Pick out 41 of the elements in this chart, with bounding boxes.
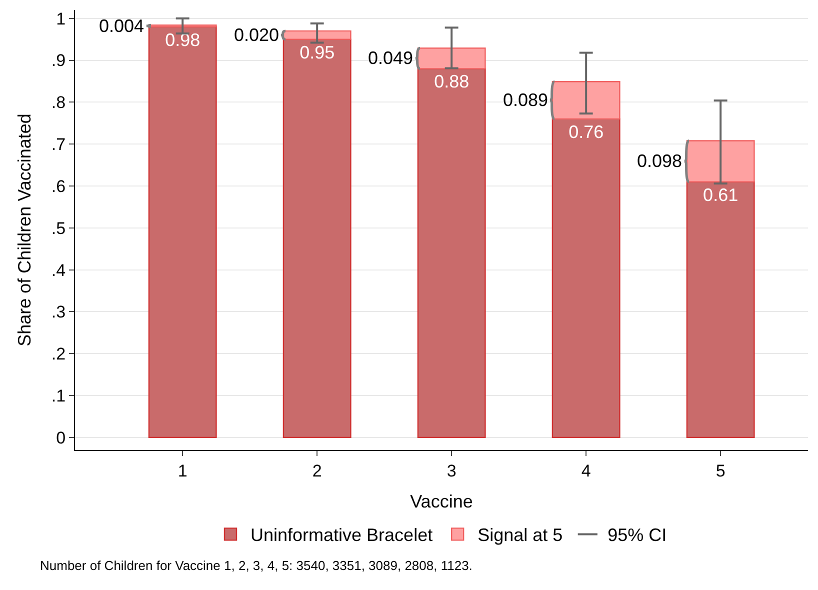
bar (282, 30, 352, 40)
annotation: 0.004 (99, 16, 144, 36)
y-tick-label: .5 (51, 218, 66, 238)
data-label: 0.76 (568, 122, 604, 142)
x-tick-label: 5 (716, 461, 726, 480)
annotation: 0.098 (637, 151, 682, 171)
x-tick-label: 1 (178, 461, 188, 480)
y-tick-label: .2 (51, 344, 66, 364)
bar (282, 38, 352, 438)
x-tick-label: 2 (312, 461, 322, 480)
y-tick-label: .9 (51, 51, 66, 70)
data-label: 0.98 (165, 30, 200, 50)
y-tick-label: .8 (51, 93, 66, 112)
annotation: 0.020 (234, 25, 280, 45)
x-axis-title: Vaccine (410, 492, 473, 512)
y-tick-label: 0 (56, 428, 66, 448)
y-tick-label: .3 (51, 302, 66, 322)
legend-label: Signal at 5 (478, 525, 563, 546)
y-tick-label: .6 (51, 176, 66, 196)
data-label: 0.61 (703, 184, 738, 205)
data-label: 0.88 (434, 72, 470, 92)
x-tick-label: 3 (446, 461, 456, 480)
annotation: 0.049 (368, 48, 414, 68)
bar (686, 140, 755, 182)
text: 95% CI (608, 525, 667, 546)
y-tick-label: .1 (51, 386, 66, 406)
bar (417, 68, 486, 438)
x-tick-label: 4 (581, 461, 591, 480)
bar (552, 118, 620, 438)
bar (686, 181, 755, 438)
data-label: 0.95 (300, 42, 335, 62)
legend-label: Uninformative Bracelet (250, 525, 433, 546)
y-axis-title: Share of Children Vaccinated (14, 114, 35, 346)
y-tick-label: .4 (51, 260, 66, 280)
bar (148, 26, 217, 438)
annotation: 0.089 (503, 90, 548, 110)
y-tick-label: 1 (56, 9, 66, 28)
bar (417, 48, 486, 70)
y-tick-label: .7 (51, 135, 66, 154)
text: Number of Children for Vaccine 1, 2, 3, 4, 5: 3540, 3351, 3089, 2808, 1123. (40, 558, 472, 573)
bar (552, 81, 620, 120)
